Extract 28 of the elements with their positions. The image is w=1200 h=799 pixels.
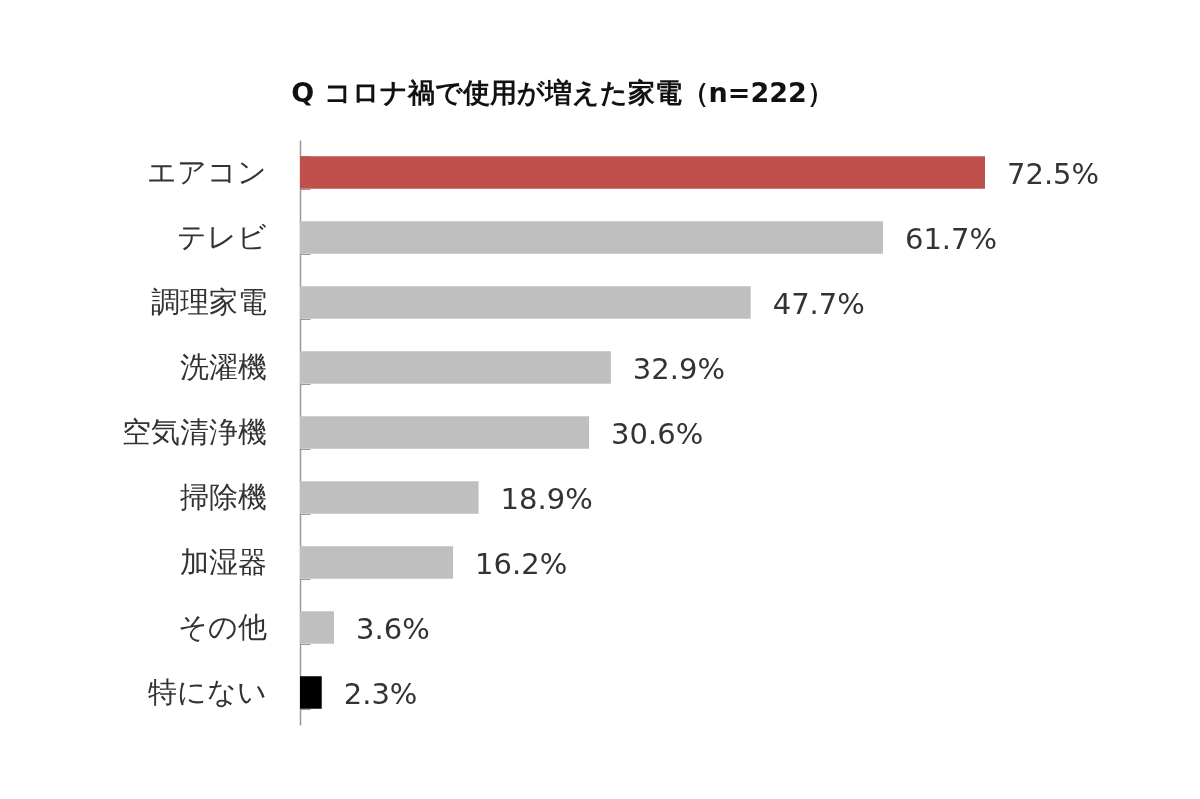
data-label: 47.7% xyxy=(772,286,865,321)
chart-title: Q コロナ禍で使用が増えた家電（n=222） xyxy=(291,77,834,108)
bar xyxy=(300,351,611,384)
y-tick-label: エアコン xyxy=(146,155,267,189)
y-tick-label: テレビ xyxy=(176,220,267,254)
data-label: 32.9% xyxy=(632,351,725,386)
y-tick-label: その他 xyxy=(177,610,267,644)
data-label: 2.3% xyxy=(343,676,418,711)
y-tick-label: 洗濯機 xyxy=(179,350,267,384)
data-label: 18.9% xyxy=(500,481,593,516)
bar xyxy=(300,416,590,449)
bar xyxy=(300,676,322,709)
data-label: 30.6% xyxy=(611,416,704,451)
bar xyxy=(300,481,479,514)
data-label: 16.2% xyxy=(475,546,568,581)
y-tick-label: 空気清浄機 xyxy=(121,415,267,449)
y-tick-label: 掃除機 xyxy=(179,480,267,514)
bar xyxy=(300,546,454,579)
bar xyxy=(300,611,335,644)
y-tick-label: 調理家電 xyxy=(150,285,267,319)
data-label: 3.6% xyxy=(356,611,430,646)
y-tick-label: 加湿器 xyxy=(179,545,267,579)
y-tick-label: 特にない xyxy=(147,675,267,709)
bar xyxy=(300,221,883,254)
data-label: 61.7% xyxy=(904,221,998,256)
bar xyxy=(300,156,985,189)
bar xyxy=(300,286,751,319)
data-label: 72.5% xyxy=(1007,156,1100,191)
